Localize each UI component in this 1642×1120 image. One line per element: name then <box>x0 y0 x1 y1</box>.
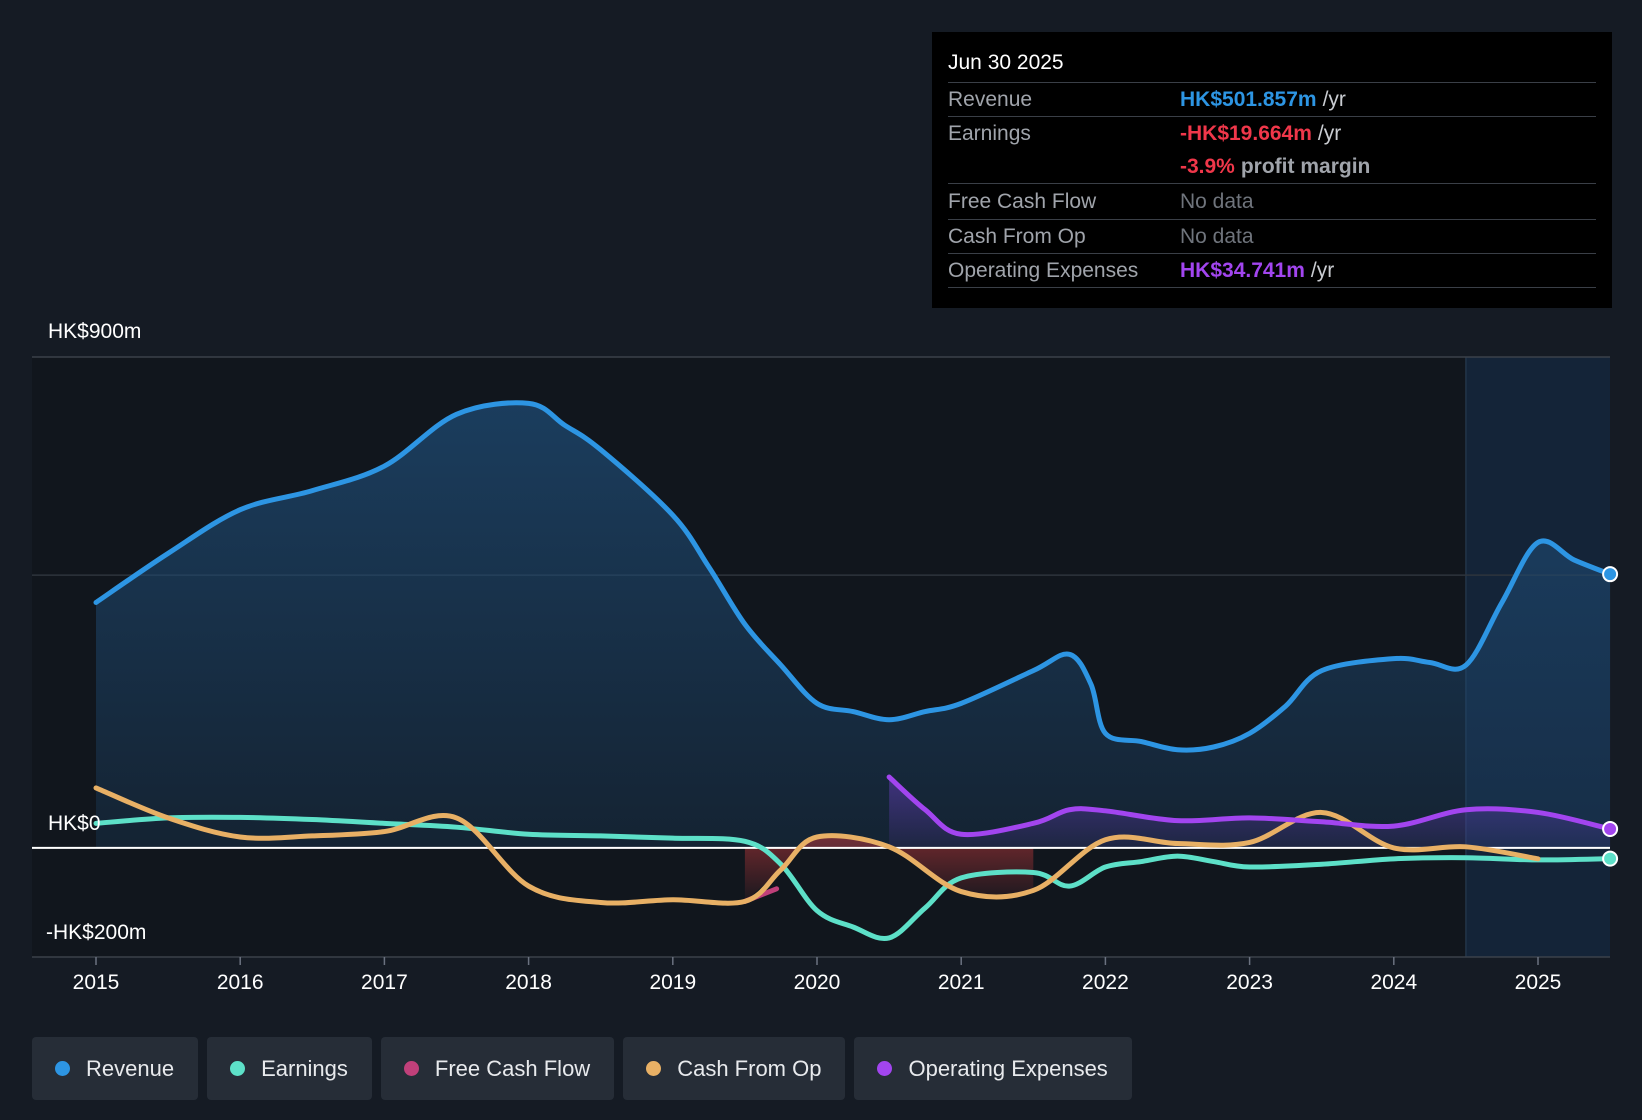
tooltip-earnings-unit: /yr <box>1317 122 1342 145</box>
y-axis-bottom-label: -HK$200m <box>46 921 147 944</box>
legend-item-revenue[interactable]: Revenue <box>32 1037 199 1100</box>
legend-item-earnings[interactable]: Earnings <box>207 1037 372 1100</box>
earnings-dot-icon <box>230 1061 246 1076</box>
tooltip-fcf-value: No data <box>1180 190 1254 213</box>
tooltip-fcf-label: Free Cash Flow <box>948 190 1097 213</box>
x-tick-label-2023: 2023 <box>1226 971 1273 994</box>
revenue-line <box>93 400 1613 753</box>
x-tick-label-2025: 2025 <box>1515 971 1562 994</box>
tooltip-opex-value: HK$34.741m <box>1180 259 1305 282</box>
tooltip-row-margin: -3.9% profit margin <box>948 150 1596 184</box>
x-tick-label-2024: 2024 <box>1370 971 1417 994</box>
tooltip-row-revenue: Revenue HK$501.857m/yr <box>948 83 1596 116</box>
tooltip-row-opex: Operating Expenses HK$34.741m/yr <box>948 254 1596 288</box>
x-tick-label-2016: 2016 <box>217 971 264 994</box>
legend-label-earnings: Earnings <box>261 1055 348 1081</box>
tooltip: Jun 30 2025 Revenue HK$501.857m/yr Earni… <box>932 32 1612 308</box>
tooltip-date: Jun 30 2025 <box>948 46 1596 83</box>
x-tick-label-2021: 2021 <box>938 971 985 994</box>
tooltip-margin-value: -3.9% <box>1180 155 1235 178</box>
cfo-line <box>93 785 1541 906</box>
x-tick-label-2022: 2022 <box>1082 971 1129 994</box>
opex-end-marker <box>1602 820 1619 837</box>
tooltip-margin-unit: profit margin <box>1240 155 1371 178</box>
revenue-area <box>96 402 1611 848</box>
y-axis-top-label: HK$900m <box>48 320 142 343</box>
tooltip-revenue-label: Revenue <box>948 88 1033 111</box>
legend-label-fcf: Free Cash Flow <box>434 1055 591 1081</box>
legend-item-fcf[interactable]: Free Cash Flow <box>380 1037 615 1100</box>
cfo-dot-icon <box>646 1061 662 1076</box>
earnings-end-marker <box>1602 850 1619 867</box>
y-axis-zero-label: HK$0 <box>48 812 101 835</box>
revenue-dot-icon <box>55 1061 70 1076</box>
negative-area <box>744 835 1034 902</box>
tooltip-opex-unit: /yr <box>1310 259 1335 282</box>
opex-line <box>886 774 1613 838</box>
tooltip-row-cfo: Cash From Op No data <box>948 220 1596 254</box>
tooltip-cfo-value: No data <box>1180 225 1254 248</box>
x-tick-label-2017: 2017 <box>361 971 408 994</box>
opex-dot-icon <box>877 1061 893 1076</box>
legend-label-opex: Operating Expenses <box>908 1055 1108 1081</box>
x-tick-label-2020: 2020 <box>794 971 841 994</box>
tooltip-row-fcf: Free Cash Flow No data <box>948 184 1596 220</box>
tooltip-earnings-value: -HK$19.664m <box>1180 122 1312 145</box>
legend-item-opex[interactable]: Operating Expenses <box>854 1037 1132 1100</box>
x-tick-label-2019: 2019 <box>649 971 696 994</box>
tooltip-revenue-value: HK$501.857m <box>1180 88 1317 111</box>
tooltip-row-earnings: Earnings -HK$19.664m/yr <box>948 116 1596 150</box>
tooltip-cfo-label: Cash From Op <box>948 225 1086 248</box>
legend-item-cfo[interactable]: Cash From Op <box>623 1037 846 1100</box>
legend-label-cfo: Cash From Op <box>677 1055 822 1081</box>
tooltip-revenue-unit: /yr <box>1322 88 1346 111</box>
x-tick-label-2015: 2015 <box>73 971 120 994</box>
legend: Revenue Earnings Free Cash Flow Cash Fro… <box>32 1037 1132 1100</box>
tooltip-opex-label: Operating Expenses <box>948 259 1139 282</box>
tooltip-earnings-label: Earnings <box>948 122 1031 145</box>
x-tick-label-2018: 2018 <box>505 971 552 994</box>
fcf-dot-icon <box>403 1061 419 1076</box>
revenue-end-marker <box>1602 566 1619 583</box>
opex-area <box>889 777 1611 848</box>
legend-label-revenue: Revenue <box>86 1055 175 1081</box>
